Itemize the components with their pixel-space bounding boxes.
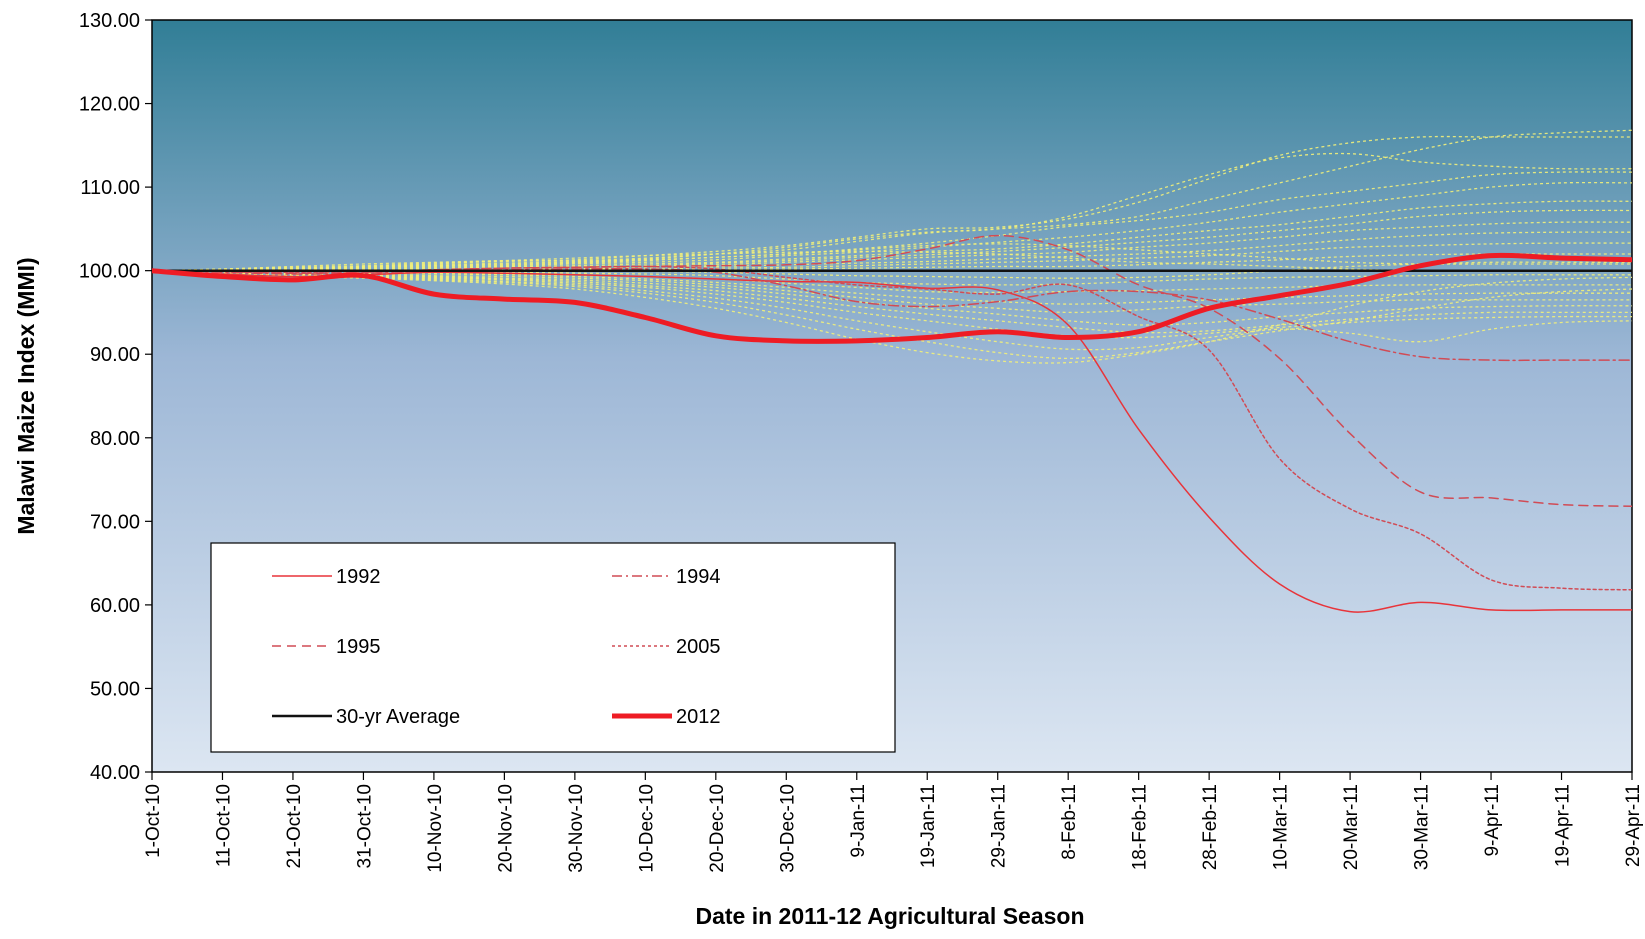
background-year-line-2 — [152, 135, 1632, 272]
x-tick-label: 29-Jan-11 — [989, 784, 1010, 868]
series-line-1992 — [152, 269, 1632, 613]
x-tick-label: 20-Dec-10 — [707, 784, 728, 873]
x-tick-label: 10-Nov-10 — [425, 784, 446, 873]
x-tick-label: 21-Oct-10 — [284, 784, 305, 868]
x-axis: 1-Oct-10 11-Oct-10 21-Oct-10 31-Oct-10 10-No… — [143, 772, 1644, 873]
y-tick-label: 60.00 — [90, 595, 140, 617]
y-tick-label: 130.00 — [79, 10, 140, 32]
x-tick-label: 9-Apr-11 — [1482, 784, 1503, 857]
x-tick-label: 8-Feb-11 — [1059, 784, 1080, 860]
y-tick-label: 80.00 — [90, 428, 140, 450]
x-tick-label: 30-Dec-10 — [777, 784, 798, 873]
series-line-2012 — [152, 252, 1632, 344]
y-tick-label: 40.00 — [90, 762, 140, 784]
x-tick-label: 19-Apr-11 — [1553, 784, 1574, 867]
x-tick-label: 9-Jan-11 — [848, 784, 869, 858]
x-tick-label: 18-Feb-11 — [1130, 784, 1151, 870]
y-tick-label: 70.00 — [90, 511, 140, 533]
y-tick-label: 120.00 — [79, 94, 140, 116]
background-year-line-23 — [152, 250, 1632, 272]
background-year-line-19 — [152, 270, 1632, 339]
legend: 1992 1994 1995 2005 30-yr Average 2012 — [210, 542, 896, 753]
background-year-line-22 — [152, 270, 1632, 364]
x-tick-label: 20-Nov-10 — [495, 784, 516, 873]
x-tick-label: 11-Oct-10 — [214, 784, 235, 867]
legend-label-2005: 2005 — [676, 636, 721, 658]
legend-label-1994: 1994 — [676, 566, 721, 588]
background-year-line-16 — [152, 270, 1632, 314]
legend-box — [210, 542, 896, 753]
y-axis-title: Malawi Maize Index (MMI) — [13, 257, 39, 534]
legend-label-2012: 2012 — [676, 706, 721, 728]
x-tick-label: 30-Nov-10 — [566, 784, 587, 873]
x-tick-label: 1-Oct-10 — [143, 784, 164, 858]
x-tick-label: 31-Oct-10 — [354, 784, 375, 868]
x-tick-label: 19-Jan-11 — [918, 784, 939, 868]
y-tick-label: 100.00 — [79, 261, 140, 283]
background-year-line-24 — [152, 243, 1632, 272]
x-tick-label: 28-Feb-11 — [1200, 784, 1221, 870]
legend-label-30-yr-average: 30-yr Average — [336, 706, 460, 728]
series-lines — [152, 234, 1632, 613]
series-line-1995 — [152, 234, 1632, 508]
y-tick-label: 50.00 — [90, 678, 140, 700]
x-tick-label: 10-Dec-10 — [636, 784, 657, 873]
background-year-line-21 — [152, 270, 1632, 360]
background-year-line-5 — [152, 181, 1632, 272]
x-tick-label: 10-Mar-11 — [1271, 784, 1292, 870]
y-axis: 40.00 50.00 60.00 70.00 80.00 90.00 100.00 110.… — [79, 10, 152, 784]
legend-label-1992: 1992 — [336, 566, 381, 588]
y-tick-label: 110.00 — [80, 177, 140, 199]
y-tick-label: 90.00 — [90, 344, 140, 366]
x-tick-label: 30-Mar-11 — [1412, 784, 1433, 870]
x-tick-label: 29-Apr-11 — [1623, 784, 1644, 867]
legend-label-1995: 1995 — [336, 636, 381, 658]
x-tick-label: 20-Mar-11 — [1341, 784, 1362, 870]
x-axis-title: Date in 2011-12 Agricultural Season — [695, 903, 1084, 929]
background-year-line-17 — [152, 270, 1632, 326]
